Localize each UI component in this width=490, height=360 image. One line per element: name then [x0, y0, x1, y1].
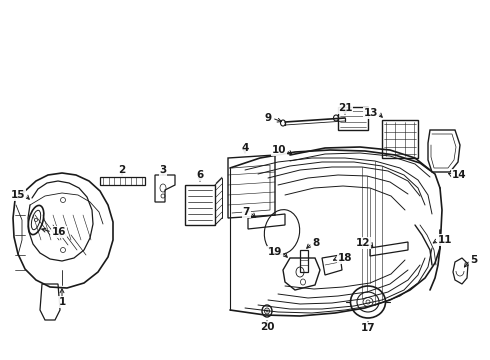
Text: 21: 21: [338, 103, 352, 113]
Text: 9: 9: [265, 113, 272, 123]
Text: 18: 18: [338, 253, 352, 263]
Text: 13: 13: [364, 108, 378, 118]
Text: 11: 11: [438, 235, 452, 245]
Text: 10: 10: [271, 145, 286, 155]
Text: 4: 4: [241, 143, 249, 153]
Text: 6: 6: [196, 170, 204, 180]
Text: 5: 5: [470, 255, 477, 265]
Text: 12: 12: [356, 238, 370, 248]
Text: 20: 20: [260, 322, 274, 332]
Text: 8: 8: [312, 238, 319, 248]
Text: 17: 17: [361, 323, 375, 333]
Text: 19: 19: [268, 247, 282, 257]
Text: 2: 2: [119, 165, 125, 175]
Text: 16: 16: [52, 227, 67, 237]
Text: 1: 1: [58, 297, 66, 307]
Text: 7: 7: [243, 207, 250, 217]
Text: 3: 3: [159, 165, 167, 175]
Text: 14: 14: [452, 170, 466, 180]
Text: 15: 15: [10, 190, 25, 200]
